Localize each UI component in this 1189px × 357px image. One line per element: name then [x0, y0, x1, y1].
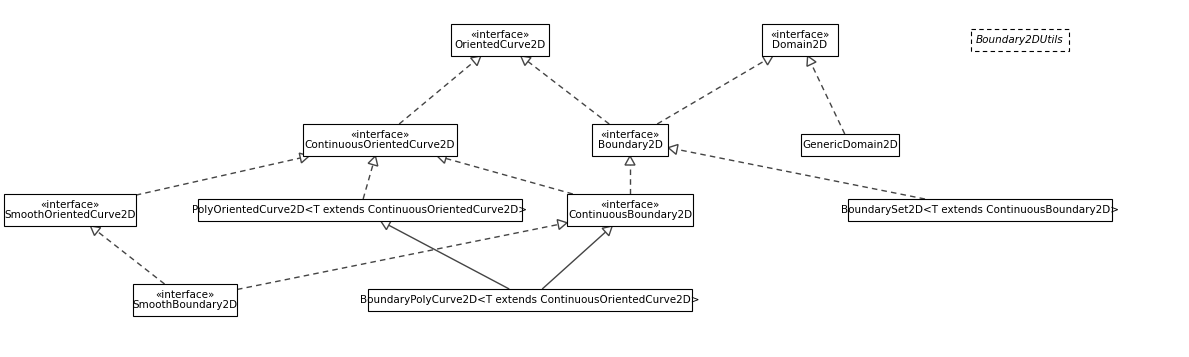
Polygon shape [380, 221, 391, 230]
Text: GenericDomain2D: GenericDomain2D [803, 140, 898, 150]
Bar [451, 24, 549, 56]
Text: «interface»: «interface» [770, 30, 830, 40]
Polygon shape [438, 154, 447, 163]
Bar [303, 124, 457, 156]
Polygon shape [471, 56, 480, 66]
Text: «interface»: «interface» [471, 30, 529, 40]
Text: «interface»: «interface» [156, 290, 215, 300]
Text: OrientedCurve2D: OrientedCurve2D [454, 40, 546, 50]
Polygon shape [762, 56, 773, 65]
Polygon shape [602, 226, 612, 236]
Bar [592, 124, 668, 156]
Text: BoundaryPolyCurve2D<T extends ContinuousOrientedCurve2D>: BoundaryPolyCurve2D<T extends Continuous… [360, 295, 700, 305]
Text: Boundary2D: Boundary2D [598, 140, 662, 150]
Polygon shape [625, 156, 635, 165]
Polygon shape [668, 145, 678, 154]
Bar [133, 284, 237, 316]
Bar [762, 24, 838, 56]
Text: «interface»: «interface» [351, 130, 410, 140]
Bar [567, 194, 693, 226]
Text: BoundarySet2D<T extends ContinuousBoundary2D>: BoundarySet2D<T extends ContinuousBounda… [841, 205, 1119, 215]
Text: «interface»: «interface» [600, 130, 660, 140]
Bar [800, 134, 899, 156]
Bar [369, 289, 692, 311]
Text: Boundary2DUtils: Boundary2DUtils [976, 35, 1064, 45]
Polygon shape [300, 153, 309, 163]
Text: ContinuousOrientedCurve2D: ContinuousOrientedCurve2D [304, 140, 455, 150]
Polygon shape [558, 220, 567, 230]
Text: PolyOrientedCurve2D<T extends ContinuousOrientedCurve2D>: PolyOrientedCurve2D<T extends Continuous… [193, 205, 528, 215]
Text: Domain2D: Domain2D [773, 40, 828, 50]
Polygon shape [521, 56, 531, 65]
Polygon shape [807, 56, 816, 66]
Bar [5, 194, 136, 226]
Polygon shape [369, 156, 378, 166]
Bar [848, 199, 1112, 221]
Text: ContinuousBoundary2D: ContinuousBoundary2D [568, 210, 692, 220]
Bar [199, 199, 522, 221]
Text: «interface»: «interface» [600, 200, 660, 210]
Text: SmoothBoundary2D: SmoothBoundary2D [132, 300, 238, 310]
Polygon shape [90, 226, 101, 236]
Text: «interface»: «interface» [40, 200, 100, 210]
Bar [970, 29, 1069, 51]
Text: SmoothOrientedCurve2D: SmoothOrientedCurve2D [5, 210, 136, 220]
